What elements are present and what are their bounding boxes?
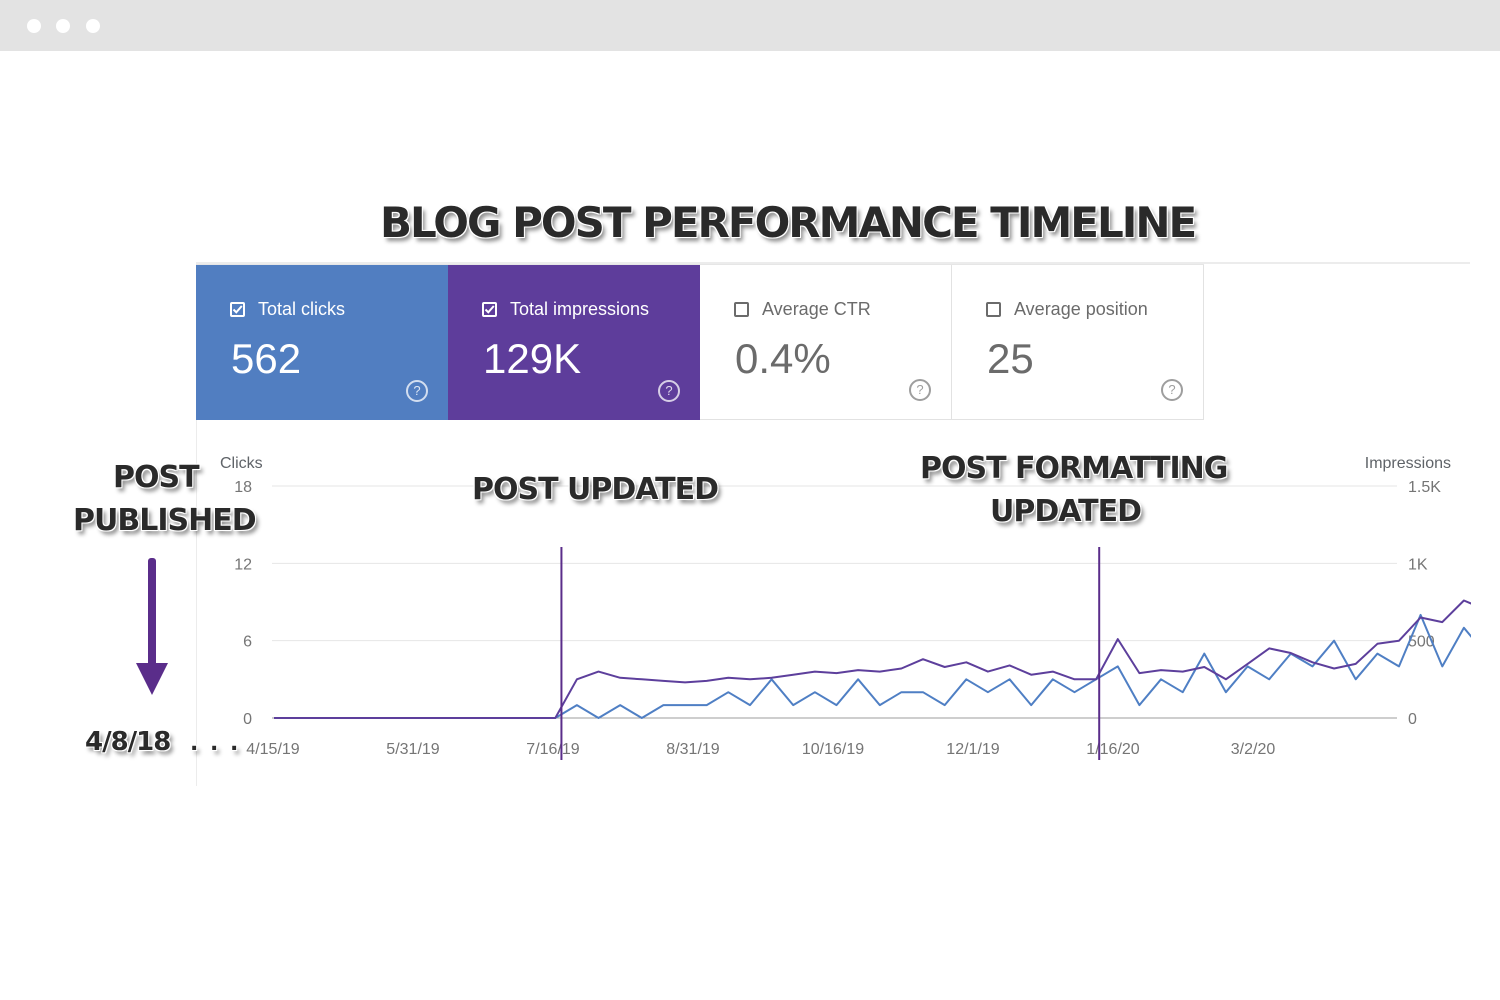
x-tick-label: 8/31/19 xyxy=(666,741,719,758)
help-icon[interactable]: ? xyxy=(658,380,680,402)
metric-value: 0.4% xyxy=(735,335,831,382)
metric-value: 562 xyxy=(231,335,302,382)
series-line-impressions xyxy=(274,599,1471,719)
window-dot-icon[interactable] xyxy=(56,19,70,33)
y-tick-label: 0 xyxy=(243,711,252,728)
down-arrow-icon xyxy=(136,558,168,695)
metric-value: 129K xyxy=(483,335,582,382)
x-tick-label: 3/2/20 xyxy=(1231,741,1276,758)
page-title: BLOG POST PERFORMANCE TIMELINE xyxy=(380,198,1197,247)
series-line-clicks xyxy=(274,613,1471,719)
help-icon[interactable]: ? xyxy=(1161,379,1183,401)
formatting-updated-label: UPDATED xyxy=(990,494,1142,529)
metric-label: Total impressions xyxy=(510,299,650,319)
checkbox-icon[interactable] xyxy=(734,302,749,317)
window-title-bar xyxy=(0,0,1500,51)
y-axis-title: Clicks xyxy=(220,455,263,472)
x-tick-label: 1/16/20 xyxy=(1086,741,1139,758)
y-tick-label: 6 xyxy=(243,634,252,651)
window-dot-icon[interactable] xyxy=(86,19,100,33)
x-tick-label: 7/16/19 xyxy=(526,741,579,758)
y2-tick-label: 1K xyxy=(1408,556,1428,573)
checkbox-icon[interactable] xyxy=(986,302,1001,317)
metric-cards: Total clicks 562? Total impressions 129K? Av… xyxy=(196,264,1204,420)
chart-area: 0 6 12 18 0 500 1K 1.5K Clicks Impressions 4/15/19… xyxy=(196,420,1471,786)
metric-card[interactable]: Average position 25? xyxy=(952,265,1204,420)
metric-label: Total clicks xyxy=(258,299,346,319)
post-published-label: POST xyxy=(113,460,200,495)
published-date-label: 4/8/18 xyxy=(85,727,171,757)
x-tick-label: 12/1/19 xyxy=(946,741,999,758)
metric-value: 25 xyxy=(987,335,1034,382)
checkbox-checked-icon[interactable] xyxy=(230,302,245,317)
metric-label: Average CTR xyxy=(762,299,871,319)
post-published-label: PUBLISHED xyxy=(73,503,257,538)
post-updated-label: POST UPDATED xyxy=(472,472,719,507)
help-icon[interactable]: ? xyxy=(406,380,428,402)
window-dot-icon[interactable] xyxy=(27,19,41,33)
x-tick-label: 5/31/19 xyxy=(386,741,439,758)
x-tick-label: 10/16/19 xyxy=(802,741,864,758)
y2-tick-label: 1.5K xyxy=(1408,479,1441,496)
metric-card[interactable]: Total impressions 129K? xyxy=(448,265,700,420)
y2-tick-label: 0 xyxy=(1408,711,1417,728)
metric-card[interactable]: Average CTR 0.4%? xyxy=(700,265,952,420)
divider xyxy=(196,262,1470,264)
leader-dots: . . . xyxy=(190,731,241,756)
y2-axis-title: Impressions xyxy=(1365,455,1451,472)
formatting-updated-label: POST FORMATTING xyxy=(920,451,1228,486)
x-tick-label: 4/15/19 xyxy=(246,741,299,758)
y-tick-label: 18 xyxy=(234,479,252,496)
checkbox-checked-icon[interactable] xyxy=(482,302,497,317)
y2-tick-label: 500 xyxy=(1408,634,1435,651)
help-icon[interactable]: ? xyxy=(909,379,931,401)
y-tick-label: 12 xyxy=(234,556,252,573)
metric-card[interactable]: Total clicks 562? xyxy=(196,265,448,420)
metric-label: Average position xyxy=(1014,299,1148,319)
performance-chart: 0 6 12 18 0 500 1K 1.5K Clicks Impressions 4/15/19… xyxy=(220,455,1471,760)
